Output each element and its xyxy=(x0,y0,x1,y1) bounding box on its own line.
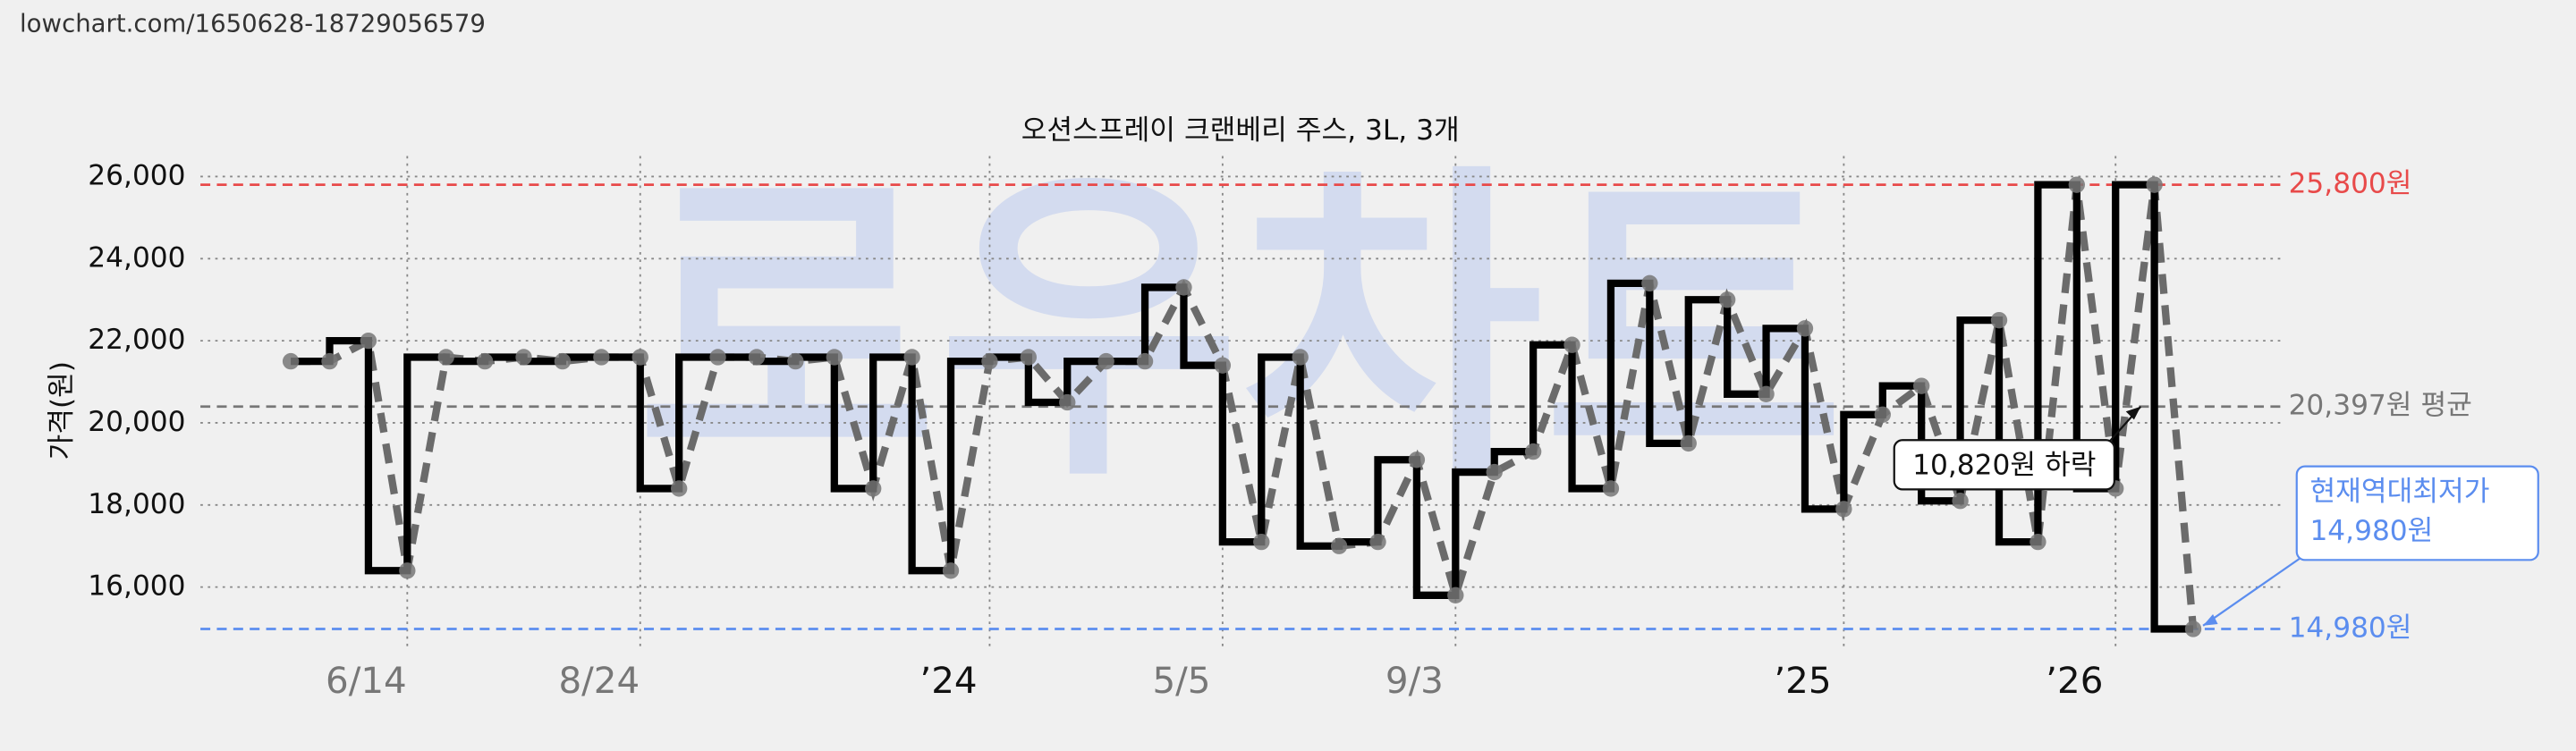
point xyxy=(1136,352,1154,370)
point xyxy=(437,349,454,366)
point xyxy=(321,352,338,370)
point xyxy=(865,480,882,497)
point xyxy=(1059,393,1076,411)
point xyxy=(1486,463,1503,481)
point xyxy=(1913,377,1930,394)
y-tick-label: 20,000 xyxy=(88,406,185,438)
reference-label: 25,800원 xyxy=(2289,168,2412,200)
lowest-arrow xyxy=(2202,557,2301,627)
point xyxy=(670,480,688,497)
point xyxy=(515,349,532,366)
x-tick-label: 9/3 xyxy=(1385,659,1444,702)
point xyxy=(1758,385,1775,403)
point xyxy=(593,349,610,366)
point xyxy=(2146,176,2163,193)
point xyxy=(1796,320,1814,337)
point xyxy=(1602,480,1620,497)
point xyxy=(1641,274,1658,292)
chart-title: 오션스프레이 크랜베리 주스, 3L, 3개 xyxy=(1021,114,1460,147)
y-tick-label: 18,000 xyxy=(88,488,185,520)
point xyxy=(1952,493,1969,510)
point xyxy=(787,352,804,370)
reference-label: 14,980원 xyxy=(2289,612,2412,644)
point xyxy=(282,352,300,370)
point xyxy=(631,349,648,366)
point xyxy=(709,349,726,366)
point xyxy=(2068,176,2086,193)
x-tick-label: ’24 xyxy=(919,659,977,702)
step-line xyxy=(291,181,2194,633)
x-tick-label: 6/14 xyxy=(326,659,407,702)
point xyxy=(1369,533,1386,551)
lowest-arrow-head xyxy=(2203,613,2218,626)
x-tick-label: 5/5 xyxy=(1152,659,1210,702)
y-axis-label: 가격(원) xyxy=(46,361,78,460)
point xyxy=(748,349,766,366)
point xyxy=(1447,586,1464,604)
point xyxy=(476,352,494,370)
point xyxy=(2029,533,2046,551)
y-tick-label: 22,000 xyxy=(88,324,185,356)
point xyxy=(1253,533,1270,551)
point xyxy=(1835,501,1852,518)
reference-label: 20,397원 평균 xyxy=(2289,390,2472,422)
y-tick-label: 24,000 xyxy=(88,241,185,274)
point xyxy=(903,349,920,366)
point xyxy=(1563,336,1580,353)
point xyxy=(1990,311,2008,329)
point xyxy=(1175,279,1192,296)
point xyxy=(1718,291,1736,308)
x-tick-label: ’26 xyxy=(2046,659,2103,702)
point xyxy=(826,349,843,366)
lowest-annotation: 14,980원 xyxy=(2309,515,2433,547)
y-tick-label: 16,000 xyxy=(88,570,185,603)
point xyxy=(360,332,377,350)
point xyxy=(981,352,998,370)
point xyxy=(1874,406,1891,423)
point xyxy=(2184,620,2202,637)
source-url: lowchart.com/1650628-18729056579 xyxy=(20,10,486,38)
point xyxy=(1214,357,1232,374)
point xyxy=(1330,537,1348,554)
point xyxy=(1097,352,1114,370)
point xyxy=(942,562,960,579)
point xyxy=(1408,451,1426,468)
point xyxy=(1292,349,1309,366)
drop-arrow-head xyxy=(2125,406,2141,420)
drop-box xyxy=(1893,439,2115,491)
drop-annotation: 10,820원 하락 xyxy=(1912,450,2096,482)
lowest-annotation: 현재역대최저가 xyxy=(2309,476,2489,508)
x-tick-label: 8/24 xyxy=(558,659,640,702)
point xyxy=(1020,349,1038,366)
point xyxy=(554,352,572,370)
point xyxy=(1680,435,1697,452)
y-tick-label: 26,000 xyxy=(88,159,185,191)
point xyxy=(399,562,416,579)
point xyxy=(1524,443,1542,460)
x-tick-label: ’25 xyxy=(1774,659,1831,702)
lowest-box xyxy=(2295,465,2539,561)
